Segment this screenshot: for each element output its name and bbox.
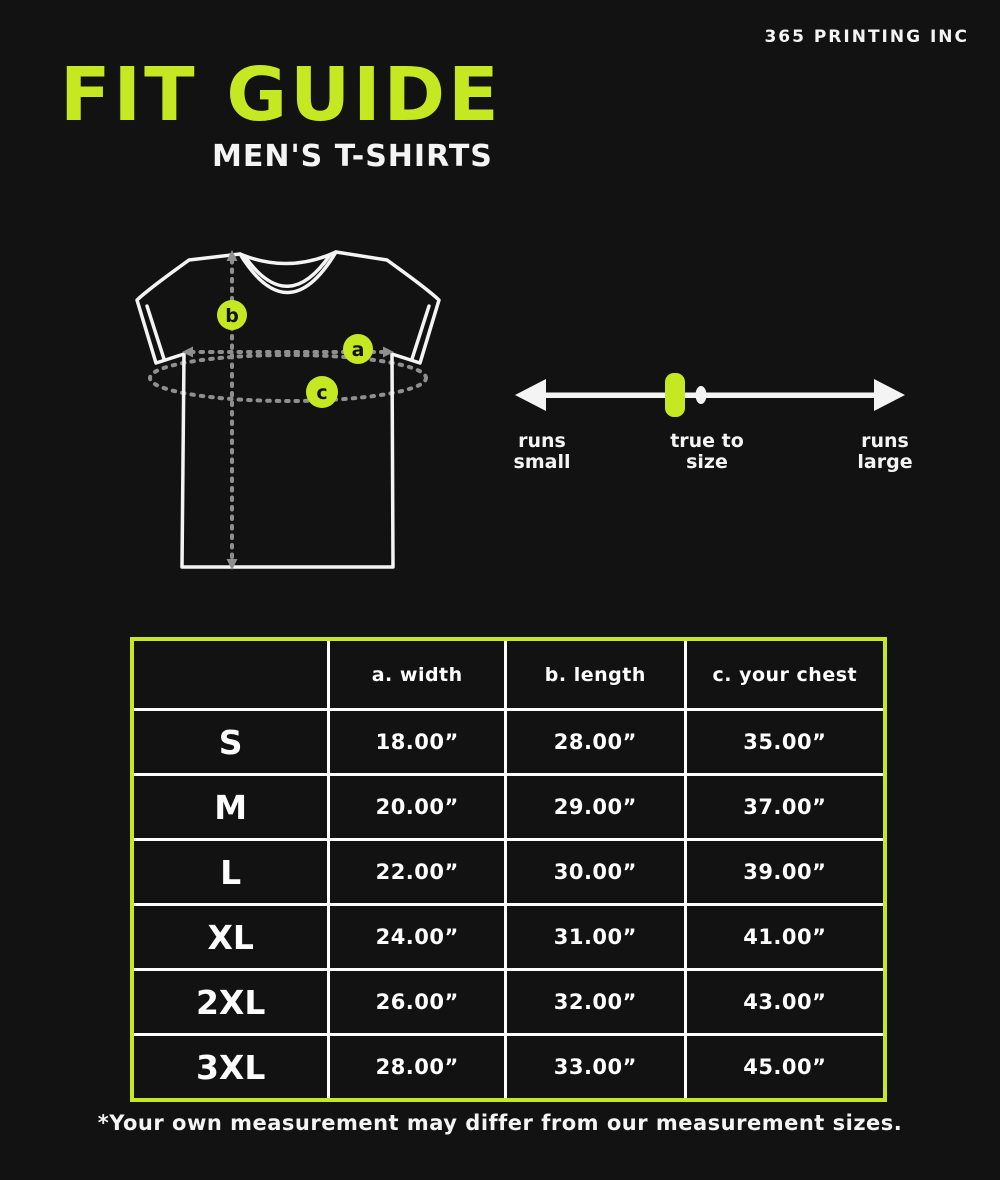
scale-label-runs-large: runs large (857, 430, 913, 473)
size-table: a. width b. length c. your chest S 18.00… (130, 637, 887, 1102)
table-header-length: b. length (507, 641, 684, 708)
table-header-chest: c. your chest (686, 641, 883, 708)
page-subtitle: MEN'S T-SHIRTS (212, 139, 493, 174)
length-value: 31.00” (507, 906, 684, 968)
size-label: M (134, 776, 328, 838)
size-label: S (134, 711, 328, 773)
length-value: 30.00” (507, 841, 684, 903)
chest-value: 35.00” (686, 711, 883, 773)
tshirt-diagram: b a c (135, 250, 441, 570)
length-value: 32.00” (507, 971, 684, 1033)
marker-b: b (217, 300, 247, 330)
marker-a-label: a (352, 339, 365, 361)
width-value: 24.00” (330, 906, 505, 968)
marker-c: c (306, 376, 338, 408)
scale-label-runs-small: runs small (513, 430, 571, 473)
chest-value: 43.00” (686, 971, 883, 1033)
width-value: 26.00” (330, 971, 505, 1033)
marker-c-label: c (316, 382, 327, 404)
tshirt-outline (135, 250, 441, 569)
fit-scale (515, 373, 905, 417)
width-value: 20.00” (330, 776, 505, 838)
scale-label-true-to-size: true to size (670, 430, 744, 473)
size-label: 3XL (134, 1036, 328, 1098)
table-header-width: a. width (330, 641, 505, 708)
chest-circumference-dotted-ellipse (148, 353, 428, 403)
width-value: 18.00” (330, 711, 505, 773)
chest-value: 37.00” (686, 776, 883, 838)
width-value: 28.00” (330, 1036, 505, 1098)
size-label: L (134, 841, 328, 903)
size-label: 2XL (134, 971, 328, 1033)
fit-scale-arrow (515, 379, 905, 411)
chest-value: 45.00” (686, 1036, 883, 1098)
table-corner-cell (134, 641, 328, 708)
page-title: FIT GUIDE (60, 52, 502, 138)
marker-a: a (343, 334, 373, 364)
chest-value: 39.00” (686, 841, 883, 903)
fit-scale-dot (695, 386, 707, 404)
length-value: 29.00” (507, 776, 684, 838)
size-label: XL (134, 906, 328, 968)
width-value: 22.00” (330, 841, 505, 903)
length-value: 33.00” (507, 1036, 684, 1098)
marker-b-label: b (225, 305, 239, 327)
measurement-disclaimer: *Your own measurement may differ from ou… (97, 1111, 903, 1135)
fit-scale-indicator (665, 373, 685, 417)
length-value: 28.00” (507, 711, 684, 773)
length-dotted-line (226, 250, 238, 570)
chest-value: 41.00” (686, 906, 883, 968)
brand-name: 365 PRINTING INC (764, 27, 969, 47)
